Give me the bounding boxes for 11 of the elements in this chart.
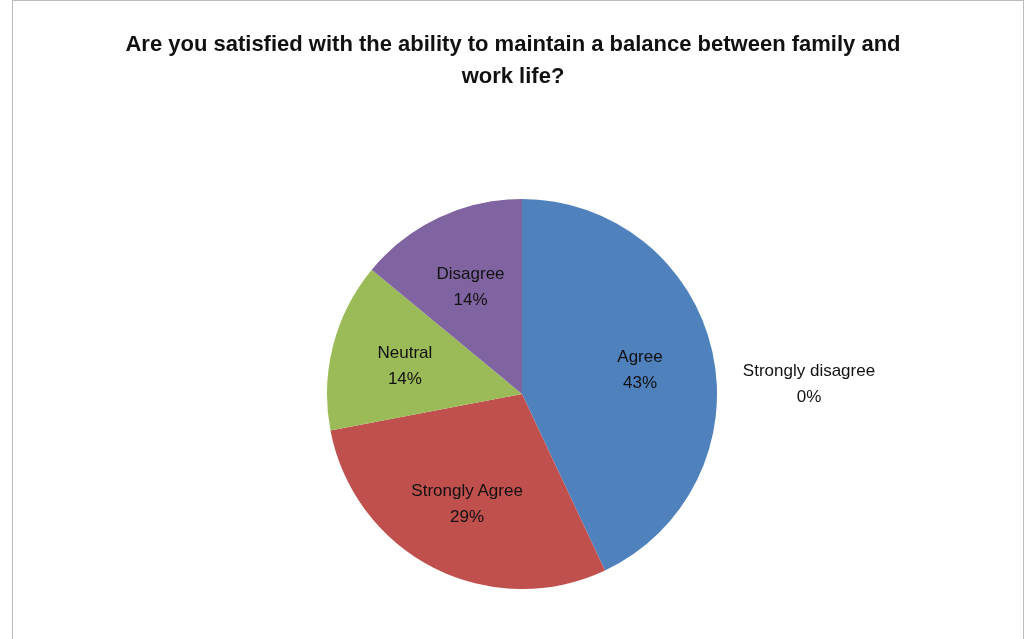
category-label: Strongly disagree	[742, 361, 876, 380]
slice-label: Neutral	[377, 342, 433, 362]
data-label: 14%	[387, 368, 422, 388]
slice-label: Strongly Agree	[411, 480, 523, 500]
data-label: 29%	[450, 506, 485, 526]
slice-label: Disagree	[436, 263, 505, 283]
data-label: 14%	[453, 289, 488, 309]
data-label: 43%	[622, 372, 657, 392]
chart-title: Are you satisfied with the ability to maintain a balance between family and work life?	[124, 30, 902, 90]
slice-label: Agree	[617, 346, 663, 366]
text: 0%	[796, 387, 822, 406]
